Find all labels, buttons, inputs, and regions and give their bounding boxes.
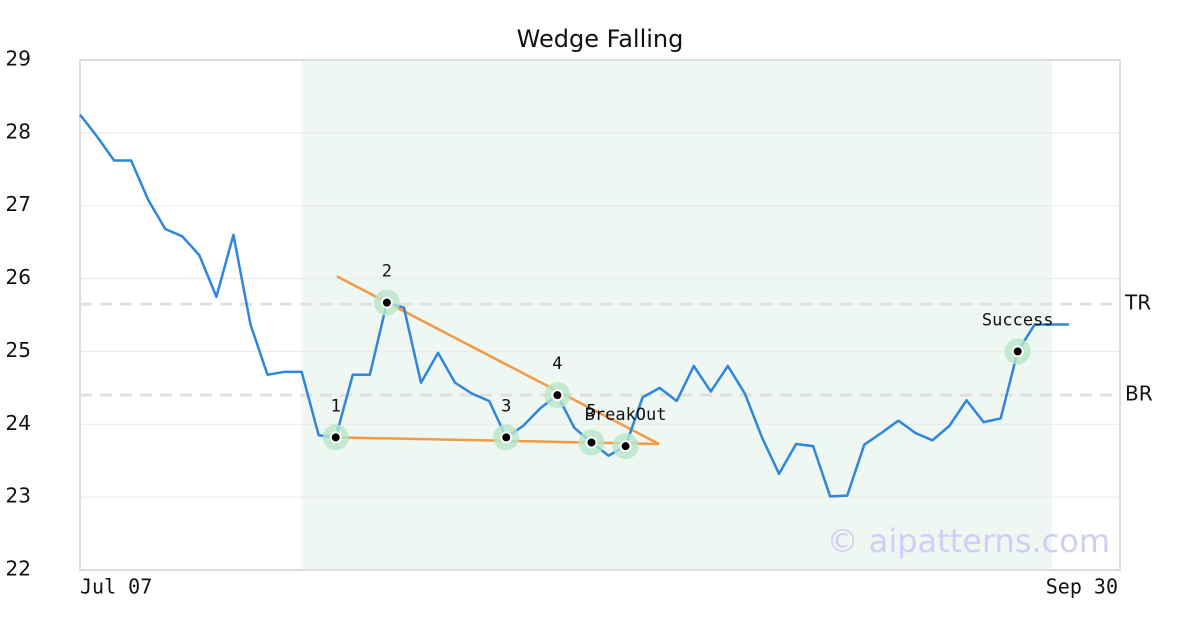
point-label: 2 <box>382 262 392 282</box>
point-dot <box>551 389 564 402</box>
point-dot <box>500 431 513 444</box>
point-label: Success <box>982 310 1054 330</box>
point-dot <box>329 431 342 444</box>
watermark: © aipatterns.com <box>827 522 1110 560</box>
y-tick-label: 25 <box>6 338 31 362</box>
y-tick-label: 26 <box>6 265 31 289</box>
point-label: 3 <box>501 396 511 416</box>
point-dot <box>585 436 598 449</box>
point-dot <box>1011 345 1024 358</box>
point-label: 1 <box>331 396 341 416</box>
chart-title: Wedge Falling <box>517 25 684 53</box>
plot-frame <box>79 59 1121 571</box>
point-label: BreakOut <box>585 405 667 425</box>
y-tick-label: 28 <box>6 119 31 143</box>
y-tick-label: 29 <box>6 47 31 71</box>
x-tick-label: Sep 30 <box>1046 575 1118 599</box>
point-label: 4 <box>552 354 562 374</box>
price-line <box>79 113 1069 498</box>
point-dot <box>380 296 393 309</box>
pattern-region <box>301 60 1052 570</box>
level-label: BR <box>1125 382 1153 406</box>
y-tick-label: 24 <box>6 411 31 435</box>
point-dot <box>619 440 632 453</box>
level-label: TR <box>1124 291 1151 315</box>
y-tick-label: 22 <box>6 557 31 581</box>
y-tick-label: 27 <box>6 192 31 216</box>
point-label: 5 <box>586 402 596 422</box>
x-tick-label: Jul 07 <box>80 575 152 599</box>
y-tick-label: 23 <box>6 484 31 508</box>
